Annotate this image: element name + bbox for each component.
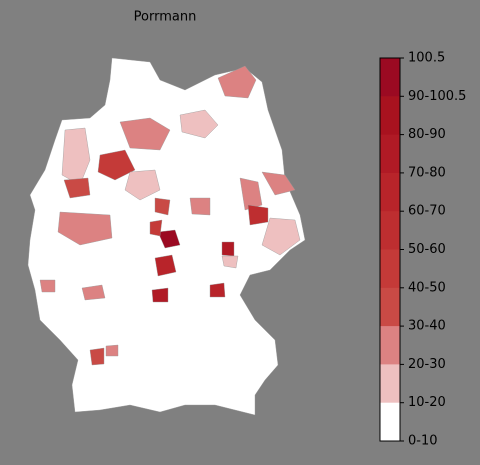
district xyxy=(221,241,235,257)
colorbar-segment xyxy=(380,172,400,212)
district xyxy=(157,229,181,249)
colorbar-segment xyxy=(380,364,400,404)
colorbar-segment xyxy=(380,211,400,250)
colorbar-label: 40-50 xyxy=(408,280,446,295)
colorbar-label: 90-100.5 xyxy=(408,89,466,104)
district xyxy=(124,169,161,201)
district xyxy=(247,204,269,226)
district xyxy=(89,347,105,366)
district xyxy=(63,177,91,199)
colorbar-label: 60-70 xyxy=(408,204,446,219)
colorbar-label: 50-60 xyxy=(408,242,446,257)
colorbar-label: 80-90 xyxy=(408,127,446,142)
colorbar-segment xyxy=(380,58,400,97)
colorbar-segment xyxy=(380,134,400,174)
germany-map xyxy=(27,57,306,416)
district xyxy=(217,65,257,99)
district xyxy=(105,344,119,357)
colorbar-label: 70-80 xyxy=(408,165,446,180)
colorbar-segment xyxy=(380,96,400,136)
district xyxy=(39,279,56,293)
colorbar-label: 0-10 xyxy=(408,434,438,449)
colorbar-label: 100.5 xyxy=(408,51,445,66)
colorbar-label: 10-20 xyxy=(408,395,446,410)
district xyxy=(154,254,177,277)
district xyxy=(179,109,219,139)
district xyxy=(81,284,106,301)
district xyxy=(261,171,296,196)
district xyxy=(154,197,171,216)
district xyxy=(151,287,169,303)
colorbar-label: 30-40 xyxy=(408,319,446,334)
colorbar-segment xyxy=(380,402,400,442)
colorbar-segment xyxy=(380,326,400,365)
district xyxy=(239,177,263,211)
district xyxy=(97,149,136,181)
colorbar: 100.5 90-100.5 80-90 70-80 60-70 50-60 40-50 30… xyxy=(379,51,466,449)
colorbar-segment xyxy=(380,287,400,327)
district xyxy=(189,197,211,216)
district xyxy=(209,282,226,298)
district xyxy=(119,117,171,151)
district xyxy=(61,127,91,186)
colorbar-label: 20-30 xyxy=(408,357,446,372)
district xyxy=(221,255,239,269)
map-title: Porrmann xyxy=(134,10,197,25)
colorbar-segment xyxy=(380,249,400,289)
district xyxy=(57,211,113,246)
district xyxy=(149,219,163,237)
district xyxy=(261,217,301,256)
